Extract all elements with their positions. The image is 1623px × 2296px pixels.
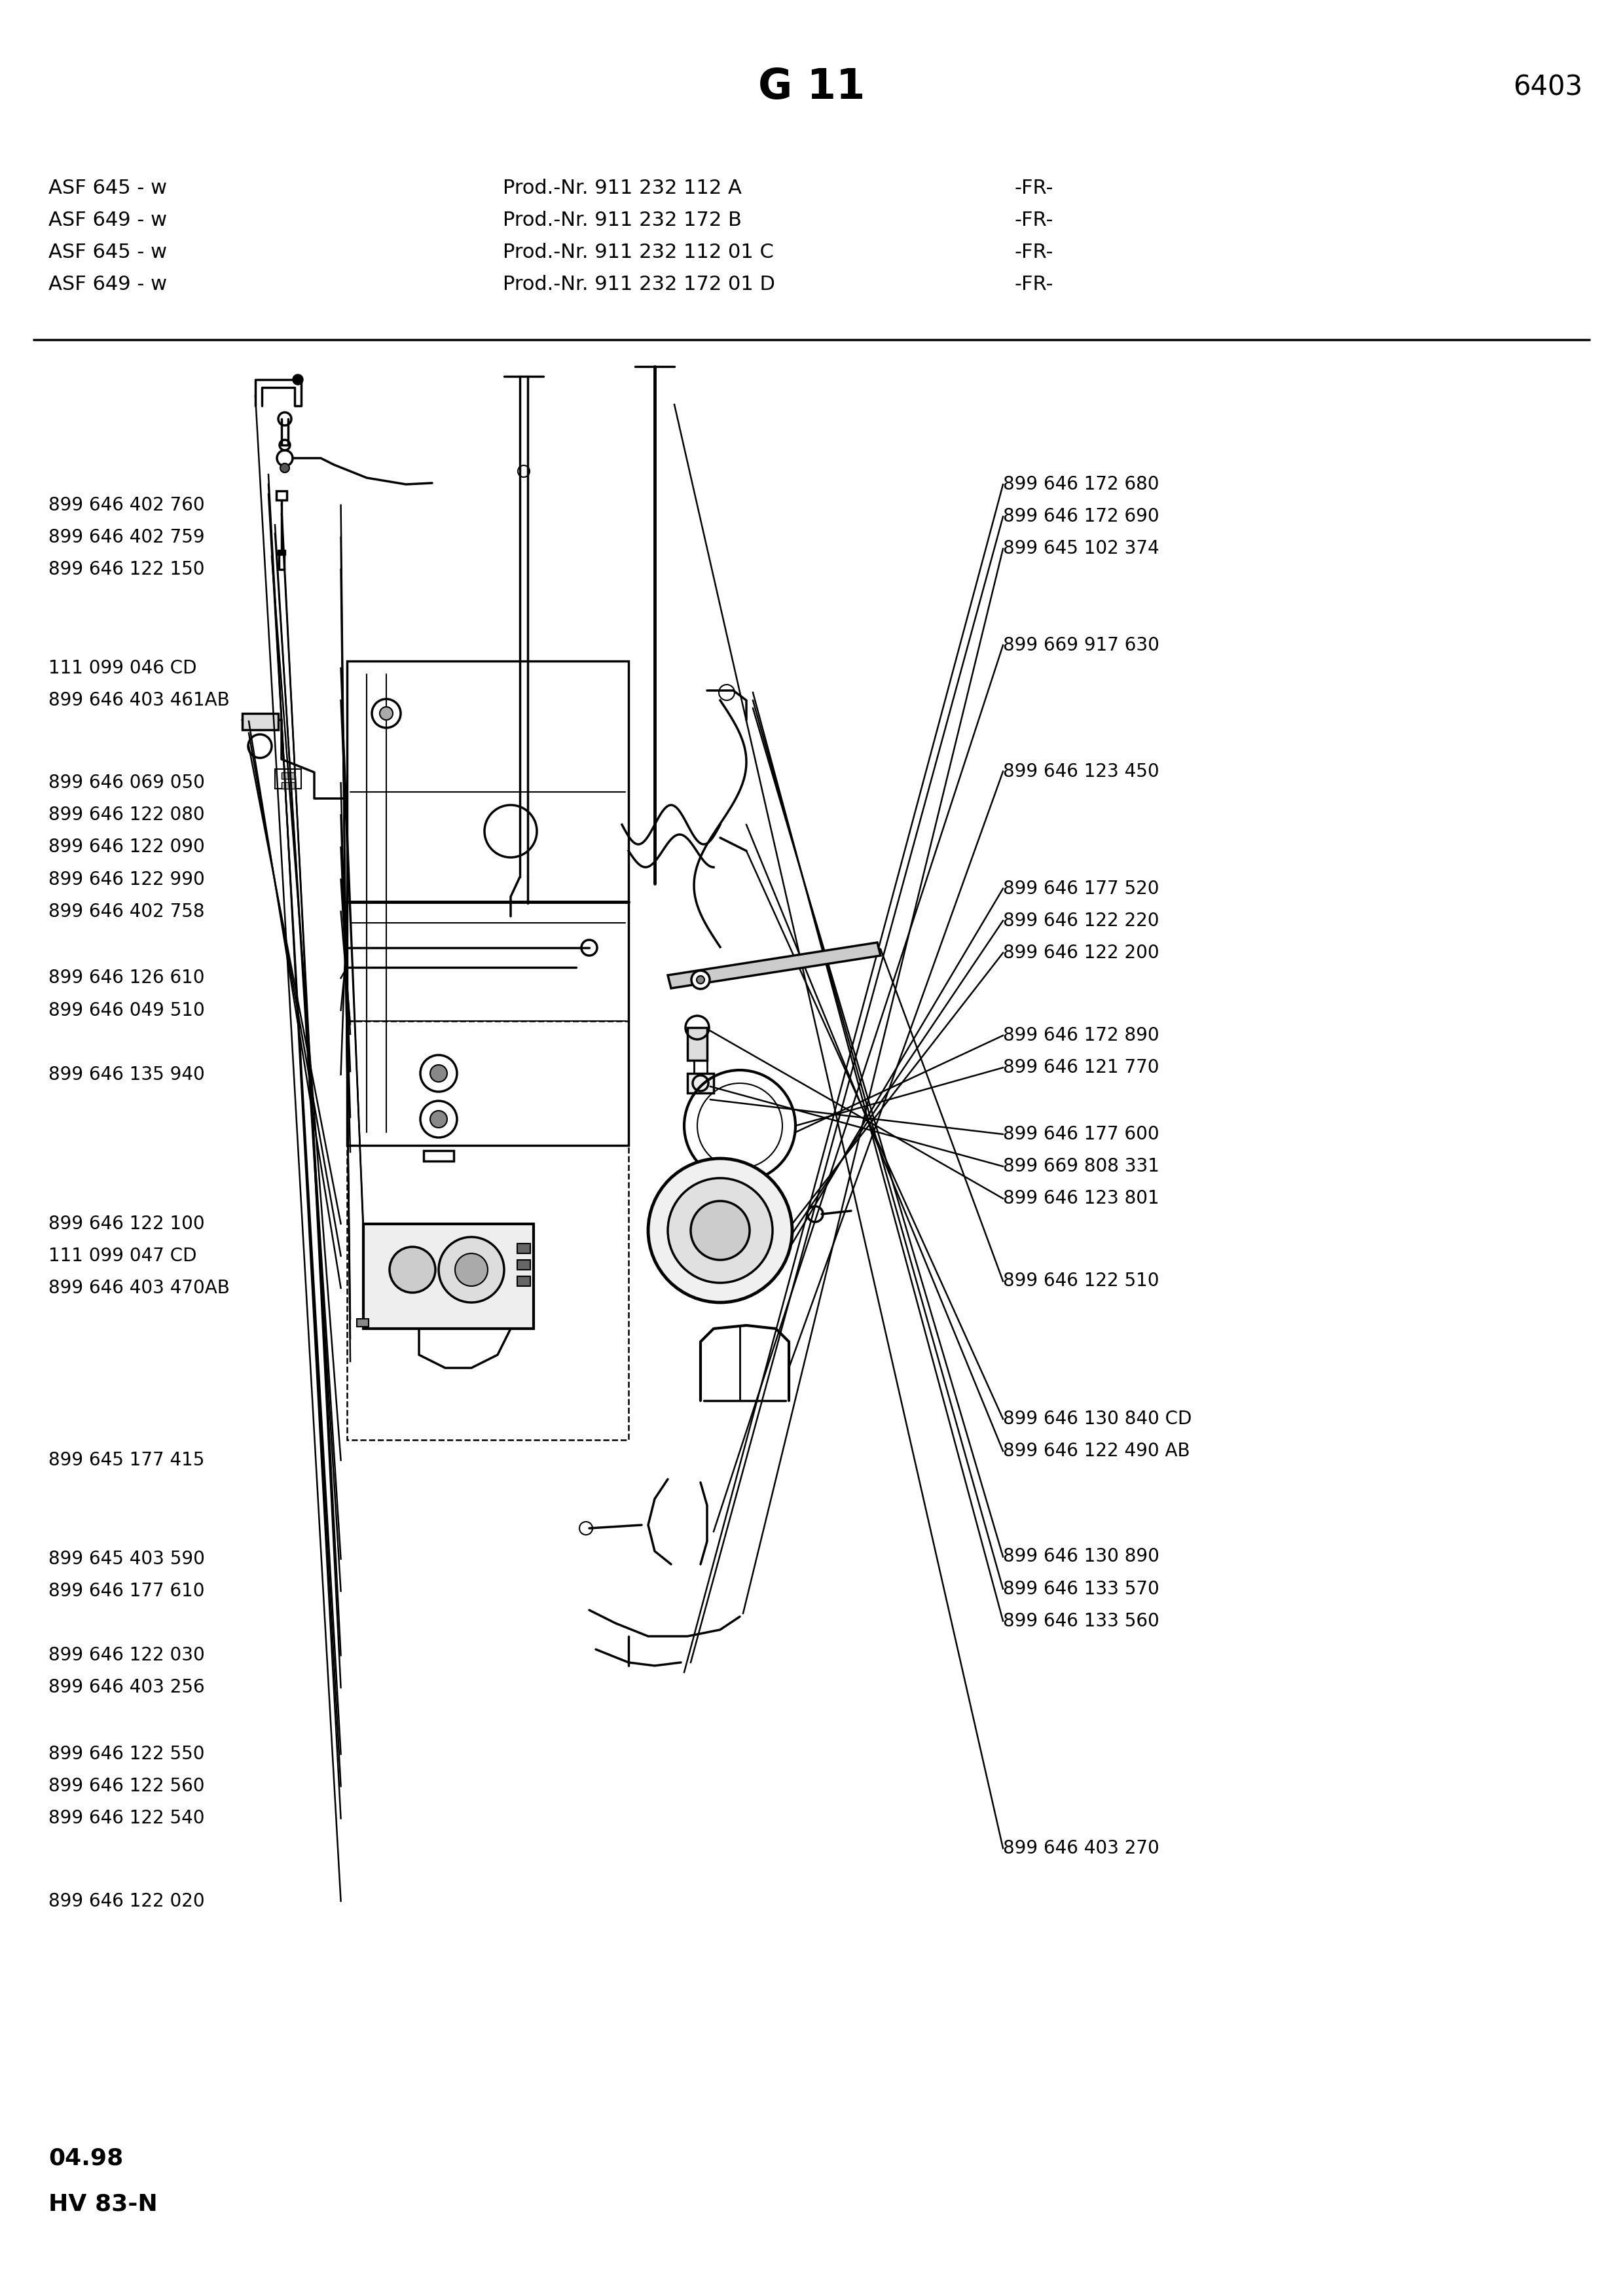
Text: 899 646 172 890: 899 646 172 890 xyxy=(1003,1026,1159,1045)
Text: 899 646 123 450: 899 646 123 450 xyxy=(1003,762,1159,781)
Circle shape xyxy=(430,1111,448,1127)
Text: 899 646 069 050: 899 646 069 050 xyxy=(49,774,204,792)
Text: 899 646 122 020: 899 646 122 020 xyxy=(49,1892,204,1910)
Circle shape xyxy=(648,1159,792,1302)
Bar xyxy=(518,1244,531,1254)
Text: 899 646 130 890: 899 646 130 890 xyxy=(1003,1548,1159,1566)
Text: 899 646 172 680: 899 646 172 680 xyxy=(1003,475,1159,494)
Text: 899 646 177 600: 899 646 177 600 xyxy=(1003,1125,1159,1143)
Text: 6403: 6403 xyxy=(1513,73,1582,101)
Text: ASF 649 - w: ASF 649 - w xyxy=(49,276,167,294)
Text: 899 646 403 256: 899 646 403 256 xyxy=(49,1678,204,1697)
Text: 04.98: 04.98 xyxy=(49,2147,123,2170)
Bar xyxy=(347,1022,628,1440)
Circle shape xyxy=(691,1201,750,1261)
Bar xyxy=(274,769,302,790)
Circle shape xyxy=(454,1254,489,1286)
Text: 899 646 122 200: 899 646 122 200 xyxy=(1003,944,1159,962)
Text: 899 646 122 510: 899 646 122 510 xyxy=(1003,1272,1159,1290)
Text: 899 645 102 374: 899 645 102 374 xyxy=(1003,540,1159,558)
Text: 899 646 402 758: 899 646 402 758 xyxy=(49,902,204,921)
Text: G 11: G 11 xyxy=(758,67,865,108)
Circle shape xyxy=(696,976,704,983)
Bar xyxy=(688,1075,714,1093)
Circle shape xyxy=(281,464,289,473)
Text: 899 669 917 630: 899 669 917 630 xyxy=(1003,636,1159,654)
Text: 899 646 130 840 CD: 899 646 130 840 CD xyxy=(1003,1410,1191,1428)
Text: 899 646 403 270: 899 646 403 270 xyxy=(1003,1839,1159,1857)
Text: 899 645 403 590: 899 645 403 590 xyxy=(49,1550,204,1568)
Text: 899 646 122 550: 899 646 122 550 xyxy=(49,1745,204,1763)
Bar xyxy=(357,1318,368,1327)
Circle shape xyxy=(380,707,393,721)
Text: 899 646 402 759: 899 646 402 759 xyxy=(49,528,204,546)
Text: ASF 645 - w: ASF 645 - w xyxy=(49,179,167,197)
Text: HV 83-N: HV 83-N xyxy=(49,2193,157,2216)
Text: 899 646 402 760: 899 646 402 760 xyxy=(49,496,204,514)
Text: Prod.-Nr. 911 232 172 01 D: Prod.-Nr. 911 232 172 01 D xyxy=(503,276,776,294)
Circle shape xyxy=(691,971,709,990)
Text: 899 646 122 490 AB: 899 646 122 490 AB xyxy=(1003,1442,1190,1460)
Text: 899 646 122 090: 899 646 122 090 xyxy=(49,838,204,856)
Text: 899 646 122 540: 899 646 122 540 xyxy=(49,1809,204,1828)
Text: ASF 649 - w: ASF 649 - w xyxy=(49,211,167,230)
Text: 899 646 122 080: 899 646 122 080 xyxy=(49,806,204,824)
Text: 899 646 122 220: 899 646 122 220 xyxy=(1003,912,1159,930)
Text: 899 646 172 690: 899 646 172 690 xyxy=(1003,507,1159,526)
Bar xyxy=(518,1277,531,1286)
Bar xyxy=(276,491,287,501)
Text: ASF 645 - w: ASF 645 - w xyxy=(49,243,167,262)
Text: 899 646 177 520: 899 646 177 520 xyxy=(1003,879,1159,898)
Text: 899 646 135 940: 899 646 135 940 xyxy=(49,1065,204,1084)
Bar xyxy=(281,783,295,790)
Circle shape xyxy=(667,1178,773,1283)
Circle shape xyxy=(438,1238,505,1302)
Circle shape xyxy=(420,1056,458,1091)
Text: 899 669 808 331: 899 669 808 331 xyxy=(1003,1157,1159,1176)
Circle shape xyxy=(390,1247,435,1293)
Bar xyxy=(424,1150,454,1162)
Text: 899 646 122 030: 899 646 122 030 xyxy=(49,1646,204,1665)
Text: 899 646 122 990: 899 646 122 990 xyxy=(49,870,204,889)
Text: 899 646 403 461AB: 899 646 403 461AB xyxy=(49,691,230,709)
Circle shape xyxy=(430,1065,448,1081)
Bar xyxy=(278,549,286,556)
Text: 111 099 046 CD: 111 099 046 CD xyxy=(49,659,196,677)
Text: 899 646 122 150: 899 646 122 150 xyxy=(49,560,204,579)
Text: -FR-: -FR- xyxy=(1014,243,1053,262)
Text: 899 645 177 415: 899 645 177 415 xyxy=(49,1451,204,1469)
Text: 899 646 133 560: 899 646 133 560 xyxy=(1003,1612,1159,1630)
Bar xyxy=(688,1029,708,1061)
Text: Prod.-Nr. 911 232 112 A: Prod.-Nr. 911 232 112 A xyxy=(503,179,742,197)
Circle shape xyxy=(420,1100,458,1137)
Text: -FR-: -FR- xyxy=(1014,211,1053,230)
Text: 899 646 122 560: 899 646 122 560 xyxy=(49,1777,204,1795)
Text: 899 646 126 610: 899 646 126 610 xyxy=(49,969,204,987)
Bar xyxy=(364,1224,534,1329)
Text: 111 099 047 CD: 111 099 047 CD xyxy=(49,1247,196,1265)
Bar xyxy=(281,771,295,778)
Bar xyxy=(518,1261,531,1270)
Circle shape xyxy=(292,374,304,386)
Polygon shape xyxy=(667,941,881,987)
Text: 899 646 049 510: 899 646 049 510 xyxy=(49,1001,204,1019)
Text: 899 646 121 770: 899 646 121 770 xyxy=(1003,1058,1159,1077)
Text: 899 646 123 801: 899 646 123 801 xyxy=(1003,1189,1159,1208)
Bar xyxy=(242,714,278,730)
Text: 899 646 122 100: 899 646 122 100 xyxy=(49,1215,204,1233)
Text: 899 646 133 570: 899 646 133 570 xyxy=(1003,1580,1159,1598)
Text: 899 646 403 470AB: 899 646 403 470AB xyxy=(49,1279,230,1297)
Text: -FR-: -FR- xyxy=(1014,276,1053,294)
Text: Prod.-Nr. 911 232 112 01 C: Prod.-Nr. 911 232 112 01 C xyxy=(503,243,774,262)
Text: -FR-: -FR- xyxy=(1014,179,1053,197)
Bar xyxy=(347,661,628,1146)
Text: Prod.-Nr. 911 232 172 B: Prod.-Nr. 911 232 172 B xyxy=(503,211,742,230)
Text: 899 646 177 610: 899 646 177 610 xyxy=(49,1582,204,1600)
